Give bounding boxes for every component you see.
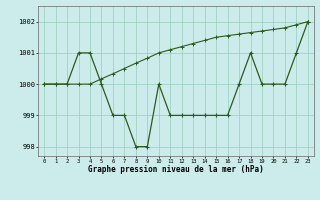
X-axis label: Graphe pression niveau de la mer (hPa): Graphe pression niveau de la mer (hPa) bbox=[88, 165, 264, 174]
